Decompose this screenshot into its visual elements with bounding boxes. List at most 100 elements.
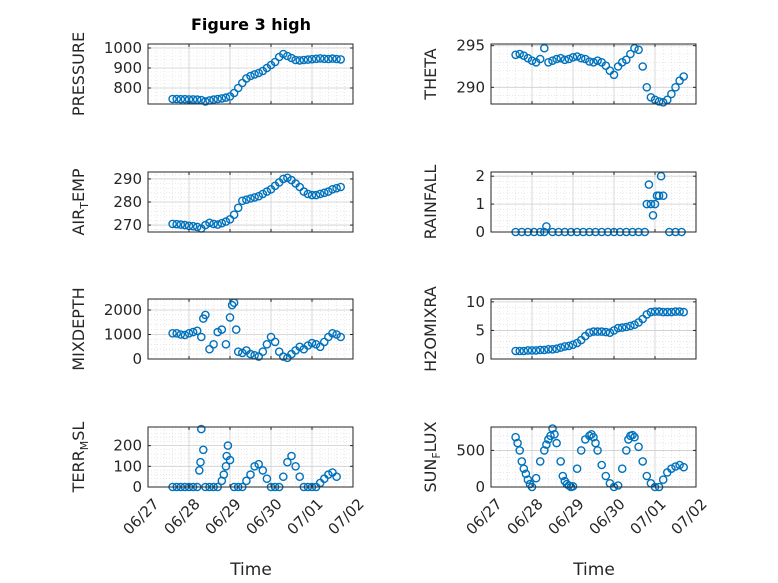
y-tick-label: 0 [475, 223, 485, 241]
data-point [556, 457, 566, 466]
data-point [192, 95, 202, 104]
data-point [646, 199, 656, 209]
data-point [663, 307, 672, 317]
y-tick-label: 2 [475, 167, 485, 185]
data-point [617, 323, 627, 332]
data-point [246, 194, 255, 203]
data-point [642, 471, 652, 481]
data-point [667, 89, 676, 99]
data-point [246, 71, 255, 81]
data-point [217, 325, 227, 334]
data-point [654, 191, 664, 200]
data-point [237, 196, 247, 206]
data-point [324, 470, 333, 479]
data-point [278, 49, 288, 59]
y-axis-label: H2OMIXRA [421, 286, 440, 372]
y-tick-label: 295 [456, 37, 485, 55]
y-axis-label-tail: EMP [69, 168, 88, 202]
data-point [209, 219, 218, 229]
data-point [225, 455, 235, 465]
data-point [307, 54, 317, 64]
y-axis-label: MIXDEPTH [69, 287, 88, 370]
data-point [209, 339, 218, 349]
data-point [254, 459, 264, 469]
data-point [287, 451, 296, 461]
data-point [198, 445, 208, 455]
data-point [266, 332, 276, 342]
data-point [622, 55, 631, 65]
data-point [589, 327, 598, 336]
data-point [634, 442, 643, 452]
data-point [242, 476, 251, 486]
data-point [548, 56, 557, 66]
data-point [242, 195, 251, 204]
data-point [205, 218, 214, 228]
data-point [671, 83, 680, 92]
data-point [262, 339, 272, 349]
y-axis-label-tail: SL [69, 422, 88, 441]
data-point [303, 189, 313, 199]
data-point [531, 346, 541, 355]
data-point [552, 438, 561, 448]
subplot-rainfall: 0 1 2 RAINFALL [421, 165, 697, 241]
data-point [233, 347, 243, 357]
data-point [231, 325, 241, 334]
y-tick-label: 1000 [104, 39, 142, 57]
data-point [589, 432, 598, 442]
data-point [527, 56, 537, 66]
data-point [188, 327, 198, 337]
data-point [176, 220, 186, 229]
data-point [315, 54, 325, 63]
data-point [233, 203, 243, 213]
data-point [663, 95, 672, 105]
data-point [593, 446, 602, 455]
data-point [283, 457, 292, 467]
data-point [196, 457, 205, 467]
y-axis-label: RAINFALL [421, 165, 440, 240]
y-axis-label-subscript: F [430, 452, 443, 458]
y-tick-label: 5 [475, 321, 485, 339]
data-point [311, 190, 321, 200]
data-point [303, 55, 313, 64]
data-point [229, 210, 239, 219]
data-point [544, 58, 553, 67]
data-point [172, 219, 181, 229]
y-tick-label: 2000 [104, 301, 142, 319]
axes-box [490, 298, 697, 360]
data-point [638, 457, 648, 466]
data-point [597, 460, 607, 470]
data-point [332, 472, 341, 482]
data-point [544, 344, 553, 354]
y-tick-label: 100 [113, 457, 142, 475]
data-point [542, 222, 551, 231]
data-point [180, 330, 190, 340]
axes-box [490, 43, 697, 105]
axes-box [147, 43, 354, 105]
data-point [180, 94, 190, 104]
data-point [319, 188, 329, 198]
data-point [328, 184, 337, 194]
data-point [568, 53, 578, 62]
data-point [527, 346, 537, 355]
data-point [307, 338, 317, 348]
data-point [585, 431, 594, 441]
x-axis-label-left: Time [229, 560, 272, 580]
data-point [223, 441, 233, 450]
data-point [679, 462, 689, 472]
data-point [328, 54, 337, 63]
data-point [258, 466, 268, 475]
data-point [628, 430, 637, 440]
data-point [225, 313, 235, 322]
data-point [233, 83, 243, 93]
data-point [229, 88, 239, 98]
data-point [519, 464, 529, 474]
data-point [568, 481, 578, 491]
data-point [299, 187, 309, 196]
data-point [572, 464, 582, 474]
data-point [552, 54, 561, 64]
data-point [626, 321, 635, 331]
y-axis-label: PRESSURE [69, 32, 88, 116]
data-point [254, 68, 264, 78]
data-point [246, 470, 255, 479]
y-axis-label: TERRMSL [69, 422, 91, 494]
